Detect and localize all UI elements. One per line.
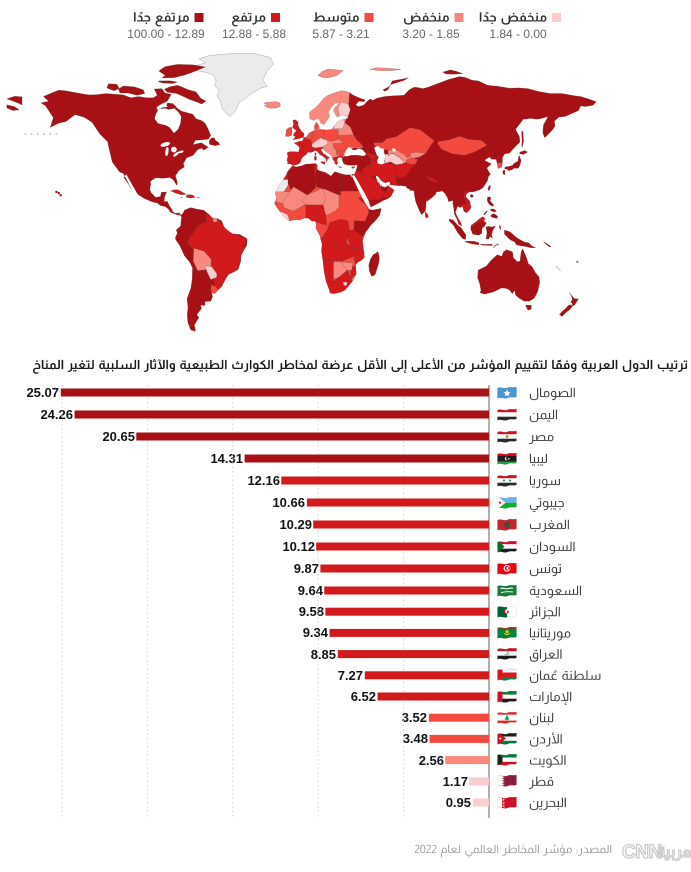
svg-text:CNN: CNN	[622, 842, 662, 863]
svg-text:اك: اك	[505, 651, 510, 656]
